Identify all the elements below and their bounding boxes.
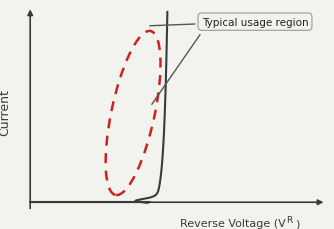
Text: Typical usage region: Typical usage region [150,18,308,27]
Text: ): ) [295,218,299,228]
Text: Current: Current [0,89,12,135]
Text: Reverse Voltage (V: Reverse Voltage (V [180,218,286,228]
Text: R: R [287,215,293,224]
